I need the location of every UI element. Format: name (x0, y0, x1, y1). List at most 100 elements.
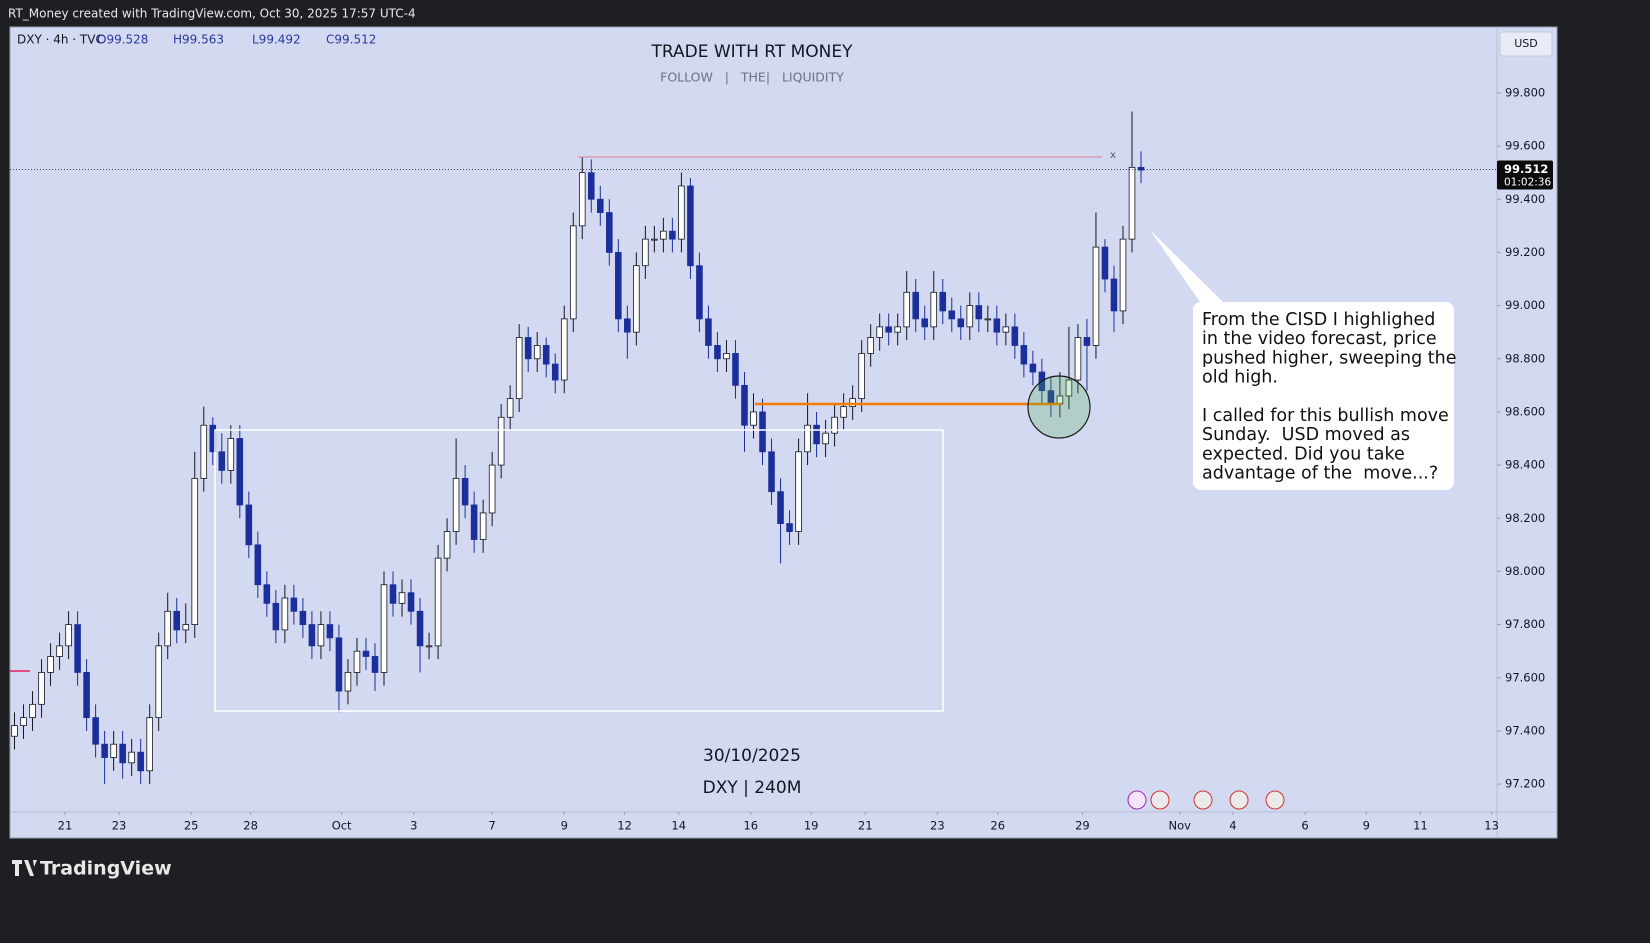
candle-body (398, 592, 406, 604)
candle-body (362, 650, 370, 657)
x-tick-label: 19 (804, 819, 819, 833)
candle-body (885, 326, 892, 333)
candle-body (903, 291, 910, 328)
event-icon[interactable] (1150, 790, 1170, 810)
candle-body (164, 610, 171, 647)
candle-body (813, 424, 820, 445)
y-tick-label: 97.400 (1505, 723, 1545, 737)
event-icon[interactable] (1229, 790, 1249, 810)
candle-body (119, 743, 126, 764)
candle-body (687, 185, 694, 267)
x-tick-label: 14 (671, 819, 686, 833)
x-tick-label: 4 (1229, 819, 1236, 833)
candle-body (795, 451, 802, 532)
candle-body (759, 411, 766, 453)
candle-body (705, 318, 712, 346)
candle-body (326, 624, 334, 639)
event-icon[interactable] (1193, 790, 1213, 810)
legend-ohlc-value: C99.512 (326, 33, 376, 47)
candle-body (1110, 278, 1118, 312)
brand-logo (12, 860, 37, 876)
candle-body (47, 656, 54, 673)
x-tick-label: Oct (332, 819, 352, 833)
candle-body (1101, 246, 1109, 280)
candle-body (515, 337, 523, 400)
candle-body (696, 265, 703, 320)
candle-body (587, 172, 595, 200)
candle-body (777, 491, 784, 524)
candle-body (1074, 337, 1082, 381)
candle-body (20, 717, 27, 727)
candle-body (678, 185, 685, 240)
candle-body (353, 650, 361, 673)
candle-body (227, 438, 235, 471)
x-tick-label: 13 (1484, 819, 1499, 833)
legend-ohlc-value: L99.492 (252, 33, 301, 47)
candle-body (867, 337, 874, 354)
candle-body (290, 597, 298, 612)
candle-body (624, 318, 631, 333)
currency-box[interactable] (1499, 31, 1553, 57)
candle-body (434, 557, 442, 647)
candle-body (389, 584, 397, 604)
candle-body (200, 424, 208, 479)
candle-body (560, 318, 568, 381)
candle-body (930, 291, 938, 328)
last-price-label: 99.512 (1504, 162, 1548, 176)
x-tick-label: 7 (488, 819, 495, 833)
y-tick-label: 98.800 (1505, 351, 1545, 365)
candle-body (966, 305, 974, 328)
candle-body (1119, 238, 1127, 312)
date-note: 30/10/2025 (703, 746, 801, 766)
last-price-tag (1497, 160, 1553, 190)
candle-body (669, 230, 676, 240)
callout-pointer (1150, 230, 1223, 302)
candle-body (1092, 246, 1100, 346)
x-tick-label: 9 (561, 819, 568, 833)
candle-body (488, 464, 496, 514)
candle-body (11, 725, 18, 737)
event-icons[interactable] (1127, 790, 1285, 810)
candle-body (957, 318, 965, 328)
callout-line: pushed higher, sweeping the (1202, 348, 1457, 368)
candle-body (1128, 166, 1136, 240)
candle-body (407, 592, 415, 612)
x-tick-label: 6 (1301, 819, 1308, 833)
y-tick-label: 99.800 (1505, 85, 1545, 99)
legend-ohlc-value: H99.563 (173, 33, 224, 47)
y-tick-label: 97.800 (1505, 617, 1545, 631)
y-tick-label: 98.600 (1505, 404, 1545, 418)
candle-body (615, 252, 622, 320)
candle-body (894, 326, 901, 333)
range-box (214, 429, 944, 712)
candle-body (714, 345, 721, 360)
currency: USD (1514, 37, 1538, 50)
candle-body (56, 645, 63, 657)
candle-body (281, 597, 289, 631)
candle-body (506, 398, 514, 418)
y-tick-label: 99.400 (1505, 192, 1545, 206)
candle-body (786, 523, 793, 532)
y-tick-label: 98.000 (1505, 564, 1545, 578)
old-high-marker: x (1110, 150, 1116, 161)
x-tick-label: 21 (858, 819, 873, 833)
event-icon[interactable] (1127, 790, 1147, 810)
x-tick-label: 25 (184, 819, 199, 833)
candle-body (425, 645, 433, 648)
candle-body (461, 477, 469, 506)
y-tick-label: 98.200 (1505, 511, 1545, 525)
candle-body (344, 672, 352, 692)
countdown: 01:02:36 (1504, 176, 1551, 188)
event-icon[interactable] (1265, 790, 1285, 810)
candle-body (633, 265, 640, 333)
x-tick-label: 11 (1413, 819, 1428, 833)
candle-body (443, 531, 451, 559)
callout-line: Sunday. USD moved as (1202, 425, 1410, 445)
chart-subtitle: FOLLOW | THE| LIQUIDITY (660, 70, 844, 85)
x-tick-label: 29 (1075, 819, 1090, 833)
candle-body (651, 238, 658, 241)
candle-body (416, 610, 424, 647)
candle-body (660, 230, 667, 240)
candle-body (831, 416, 838, 434)
candle-body (768, 451, 775, 493)
